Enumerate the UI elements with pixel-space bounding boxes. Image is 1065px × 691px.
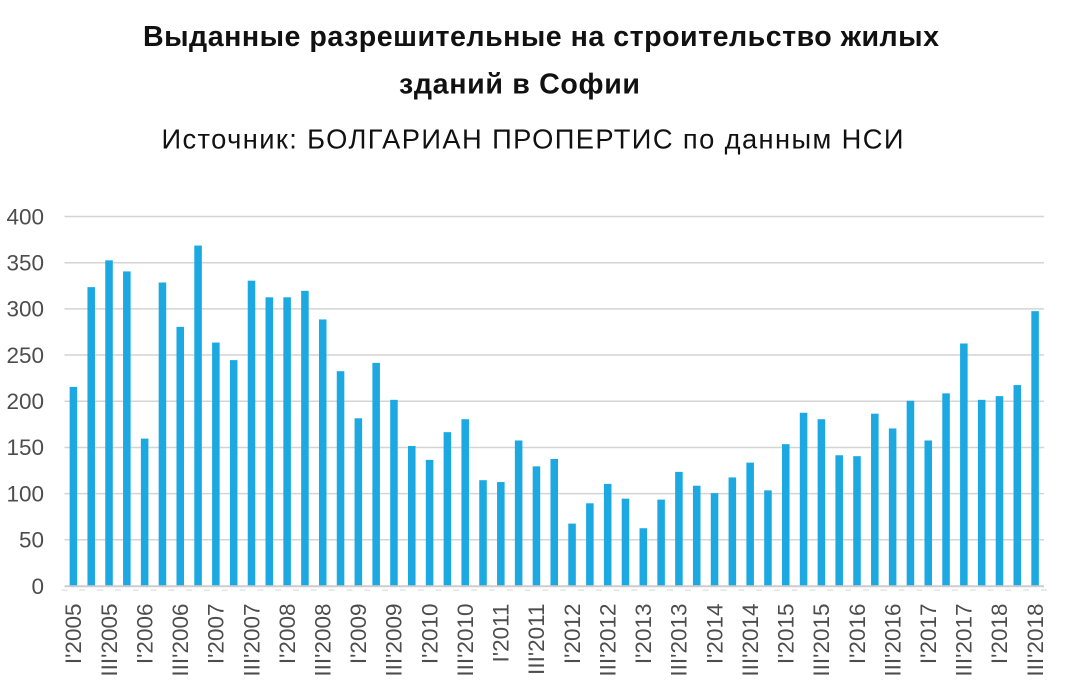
svg-text:III'2018: III'2018 xyxy=(1023,604,1048,677)
svg-text:III'2017: III'2017 xyxy=(952,604,977,677)
svg-text:I'2013: I'2013 xyxy=(631,604,656,665)
svg-text:350: 350 xyxy=(6,250,44,275)
svg-text:III'2011: III'2011 xyxy=(524,604,549,675)
svg-text:Источник: БОЛГАРИАН ПРОПЕРТИС: Источник: БОЛГАРИАН ПРОПЕРТИС по данным … xyxy=(162,124,904,155)
svg-text:III'2013: III'2013 xyxy=(667,604,692,677)
svg-text:III'2009: III'2009 xyxy=(382,604,407,677)
svg-text:III'2010: III'2010 xyxy=(453,604,478,677)
svg-text:I'2005: I'2005 xyxy=(61,604,86,665)
svg-text:I'2008: I'2008 xyxy=(275,604,300,665)
svg-text:III'2016: III'2016 xyxy=(880,604,905,677)
svg-text:I'2014: I'2014 xyxy=(702,604,727,665)
svg-text:III'2012: III'2012 xyxy=(595,604,620,677)
svg-text:I'2009: I'2009 xyxy=(346,604,371,665)
svg-text:I'2006: I'2006 xyxy=(132,604,157,665)
svg-text:150: 150 xyxy=(6,435,44,460)
svg-text:I'2017: I'2017 xyxy=(916,604,941,665)
svg-text:I'2016: I'2016 xyxy=(845,604,870,665)
svg-text:I'2011: I'2011 xyxy=(489,604,514,663)
svg-text:300: 300 xyxy=(6,297,44,322)
svg-text:50: 50 xyxy=(19,528,44,553)
svg-text:Выданные разрешительные на стр: Выданные разрешительные на строительство… xyxy=(143,21,939,53)
svg-text:0: 0 xyxy=(31,574,44,599)
svg-text:250: 250 xyxy=(6,343,44,368)
svg-text:III'2015: III'2015 xyxy=(809,604,834,677)
svg-text:I'2015: I'2015 xyxy=(774,604,799,665)
svg-text:III'2008: III'2008 xyxy=(310,604,335,677)
svg-text:III'2006: III'2006 xyxy=(168,604,193,677)
svg-text:400: 400 xyxy=(6,204,44,229)
svg-text:зданий в Софии: зданий в Софии xyxy=(399,69,640,101)
svg-text:100: 100 xyxy=(6,481,44,506)
svg-text:I'2010: I'2010 xyxy=(417,604,442,665)
svg-text:III'2014: III'2014 xyxy=(738,604,763,677)
svg-text:III'2005: III'2005 xyxy=(97,604,122,677)
svg-text:I'2018: I'2018 xyxy=(987,604,1012,665)
svg-text:I'2012: I'2012 xyxy=(560,604,585,665)
svg-text:III'2007: III'2007 xyxy=(239,604,264,677)
svg-text:200: 200 xyxy=(6,389,44,414)
svg-text:I'2007: I'2007 xyxy=(204,604,229,665)
